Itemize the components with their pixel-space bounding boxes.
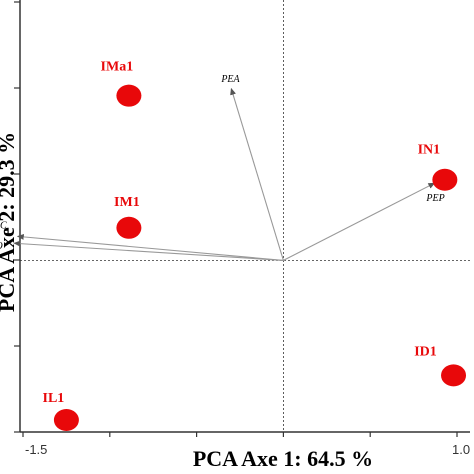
site-im1-point <box>116 216 142 239</box>
vector-pep-label: PEP <box>425 193 444 204</box>
site-points: IMa1 IN1 IM1 ID1 IL1 <box>43 60 467 431</box>
x-tick-label-min: -1.5 <box>25 442 47 457</box>
site-il1-label: IL1 <box>43 391 65 406</box>
vector-pec <box>16 233 284 261</box>
variable-vectors: PEA PEP PEC DO <box>0 74 445 261</box>
y-axis-title: PCA Axe 2: 29.3 % <box>0 132 19 312</box>
plot-frame <box>19 0 470 433</box>
axis-ticks <box>14 1 458 437</box>
x-tick-label-max: 1.0 <box>452 442 470 457</box>
site-in1-label: IN1 <box>418 143 441 158</box>
vector-pep <box>283 182 436 261</box>
x-axis-title: PCA Axe 1: 64.5 % <box>193 446 373 471</box>
vector-pec-label: PEC <box>0 220 7 231</box>
site-id1-point <box>441 364 467 387</box>
vector-do <box>13 240 284 261</box>
vector-do-label: DO <box>0 241 3 252</box>
site-il1-point <box>53 408 79 431</box>
site-in1-point <box>432 168 458 191</box>
site-ima1-label: IMa1 <box>101 60 134 75</box>
site-im1-label: IM1 <box>114 195 140 210</box>
origin-reference-lines <box>20 0 470 432</box>
site-ima1-point <box>116 84 142 107</box>
vector-pea <box>230 87 284 261</box>
site-id1-label: ID1 <box>414 344 437 359</box>
vector-pea-label: PEA <box>220 74 240 85</box>
